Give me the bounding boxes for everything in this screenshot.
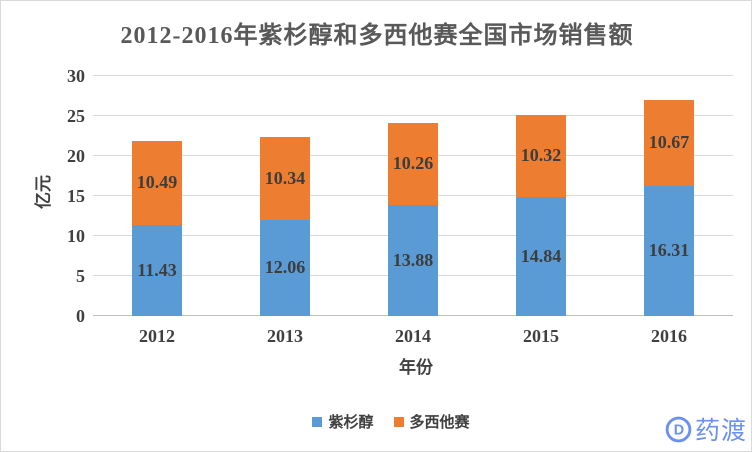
bar-value-label: 10.26	[392, 153, 434, 174]
legend-label: 多西他赛	[409, 415, 470, 431]
svg-text:D: D	[674, 422, 684, 438]
bar-segment-0-2012: 11.43	[132, 224, 182, 316]
legend: 紫杉醇 多西他赛	[1, 411, 751, 432]
bar-value-label: 11.43	[137, 259, 177, 280]
x-axis-title: 年份	[399, 358, 433, 377]
bar-segment-0-2015: 14.84	[516, 197, 566, 316]
legend-item-1: 多西他赛	[393, 411, 470, 432]
watermark: D 药渡	[665, 411, 747, 447]
bar-value-label: 10.32	[520, 145, 562, 166]
legend-swatch-icon	[393, 416, 404, 427]
y-tick-label: 20	[67, 146, 85, 166]
y-tick-label: 25	[67, 106, 85, 126]
yaodu-logo-icon: D	[665, 416, 692, 442]
y-tick-label: 30	[67, 66, 85, 86]
bar-value-label: 12.06	[264, 257, 306, 278]
x-tick-label: 2015	[523, 326, 559, 346]
gridline	[93, 75, 733, 76]
y-tick-label: 15	[67, 186, 85, 206]
x-tick-label: 2014	[395, 326, 431, 346]
bar-segment-0-2016: 16.31	[644, 185, 694, 316]
x-tick-label: 2012	[139, 326, 175, 346]
bar-value-label: 10.34	[264, 167, 306, 188]
bar-segment-1-2014: 10.26	[388, 122, 438, 205]
legend-item-0: 紫杉醇	[312, 411, 374, 432]
bar-segment-0-2013: 12.06	[260, 219, 310, 316]
bar-value-label: 10.49	[136, 172, 178, 193]
bar-value-label: 16.31	[648, 240, 690, 261]
bar-value-label: 10.67	[648, 132, 690, 153]
bar-value-label: 14.84	[520, 246, 562, 267]
legend-label: 紫杉醇	[328, 415, 374, 431]
chart-title: 2012-2016年紫杉醇和多西他赛全国市场销售额	[120, 23, 634, 49]
x-tick-label: 2016	[651, 326, 687, 346]
y-tick-label: 0	[76, 306, 85, 326]
y-tick-label: 5	[76, 266, 85, 286]
bar-value-label: 13.88	[392, 249, 434, 270]
bar-segment-1-2016: 10.67	[644, 100, 694, 186]
gridline	[93, 115, 733, 116]
bar-segment-1-2013: 10.34	[260, 136, 310, 220]
x-tick-label: 2013	[267, 326, 303, 346]
y-tick-label: 10	[67, 226, 85, 246]
legend-swatch-icon	[312, 416, 323, 427]
watermark-brand-text: 药渡	[694, 417, 747, 445]
bar-segment-0-2014: 13.88	[388, 204, 438, 316]
bar-segment-1-2012: 10.49	[132, 140, 182, 225]
bar-segment-1-2015: 10.32	[516, 114, 566, 198]
